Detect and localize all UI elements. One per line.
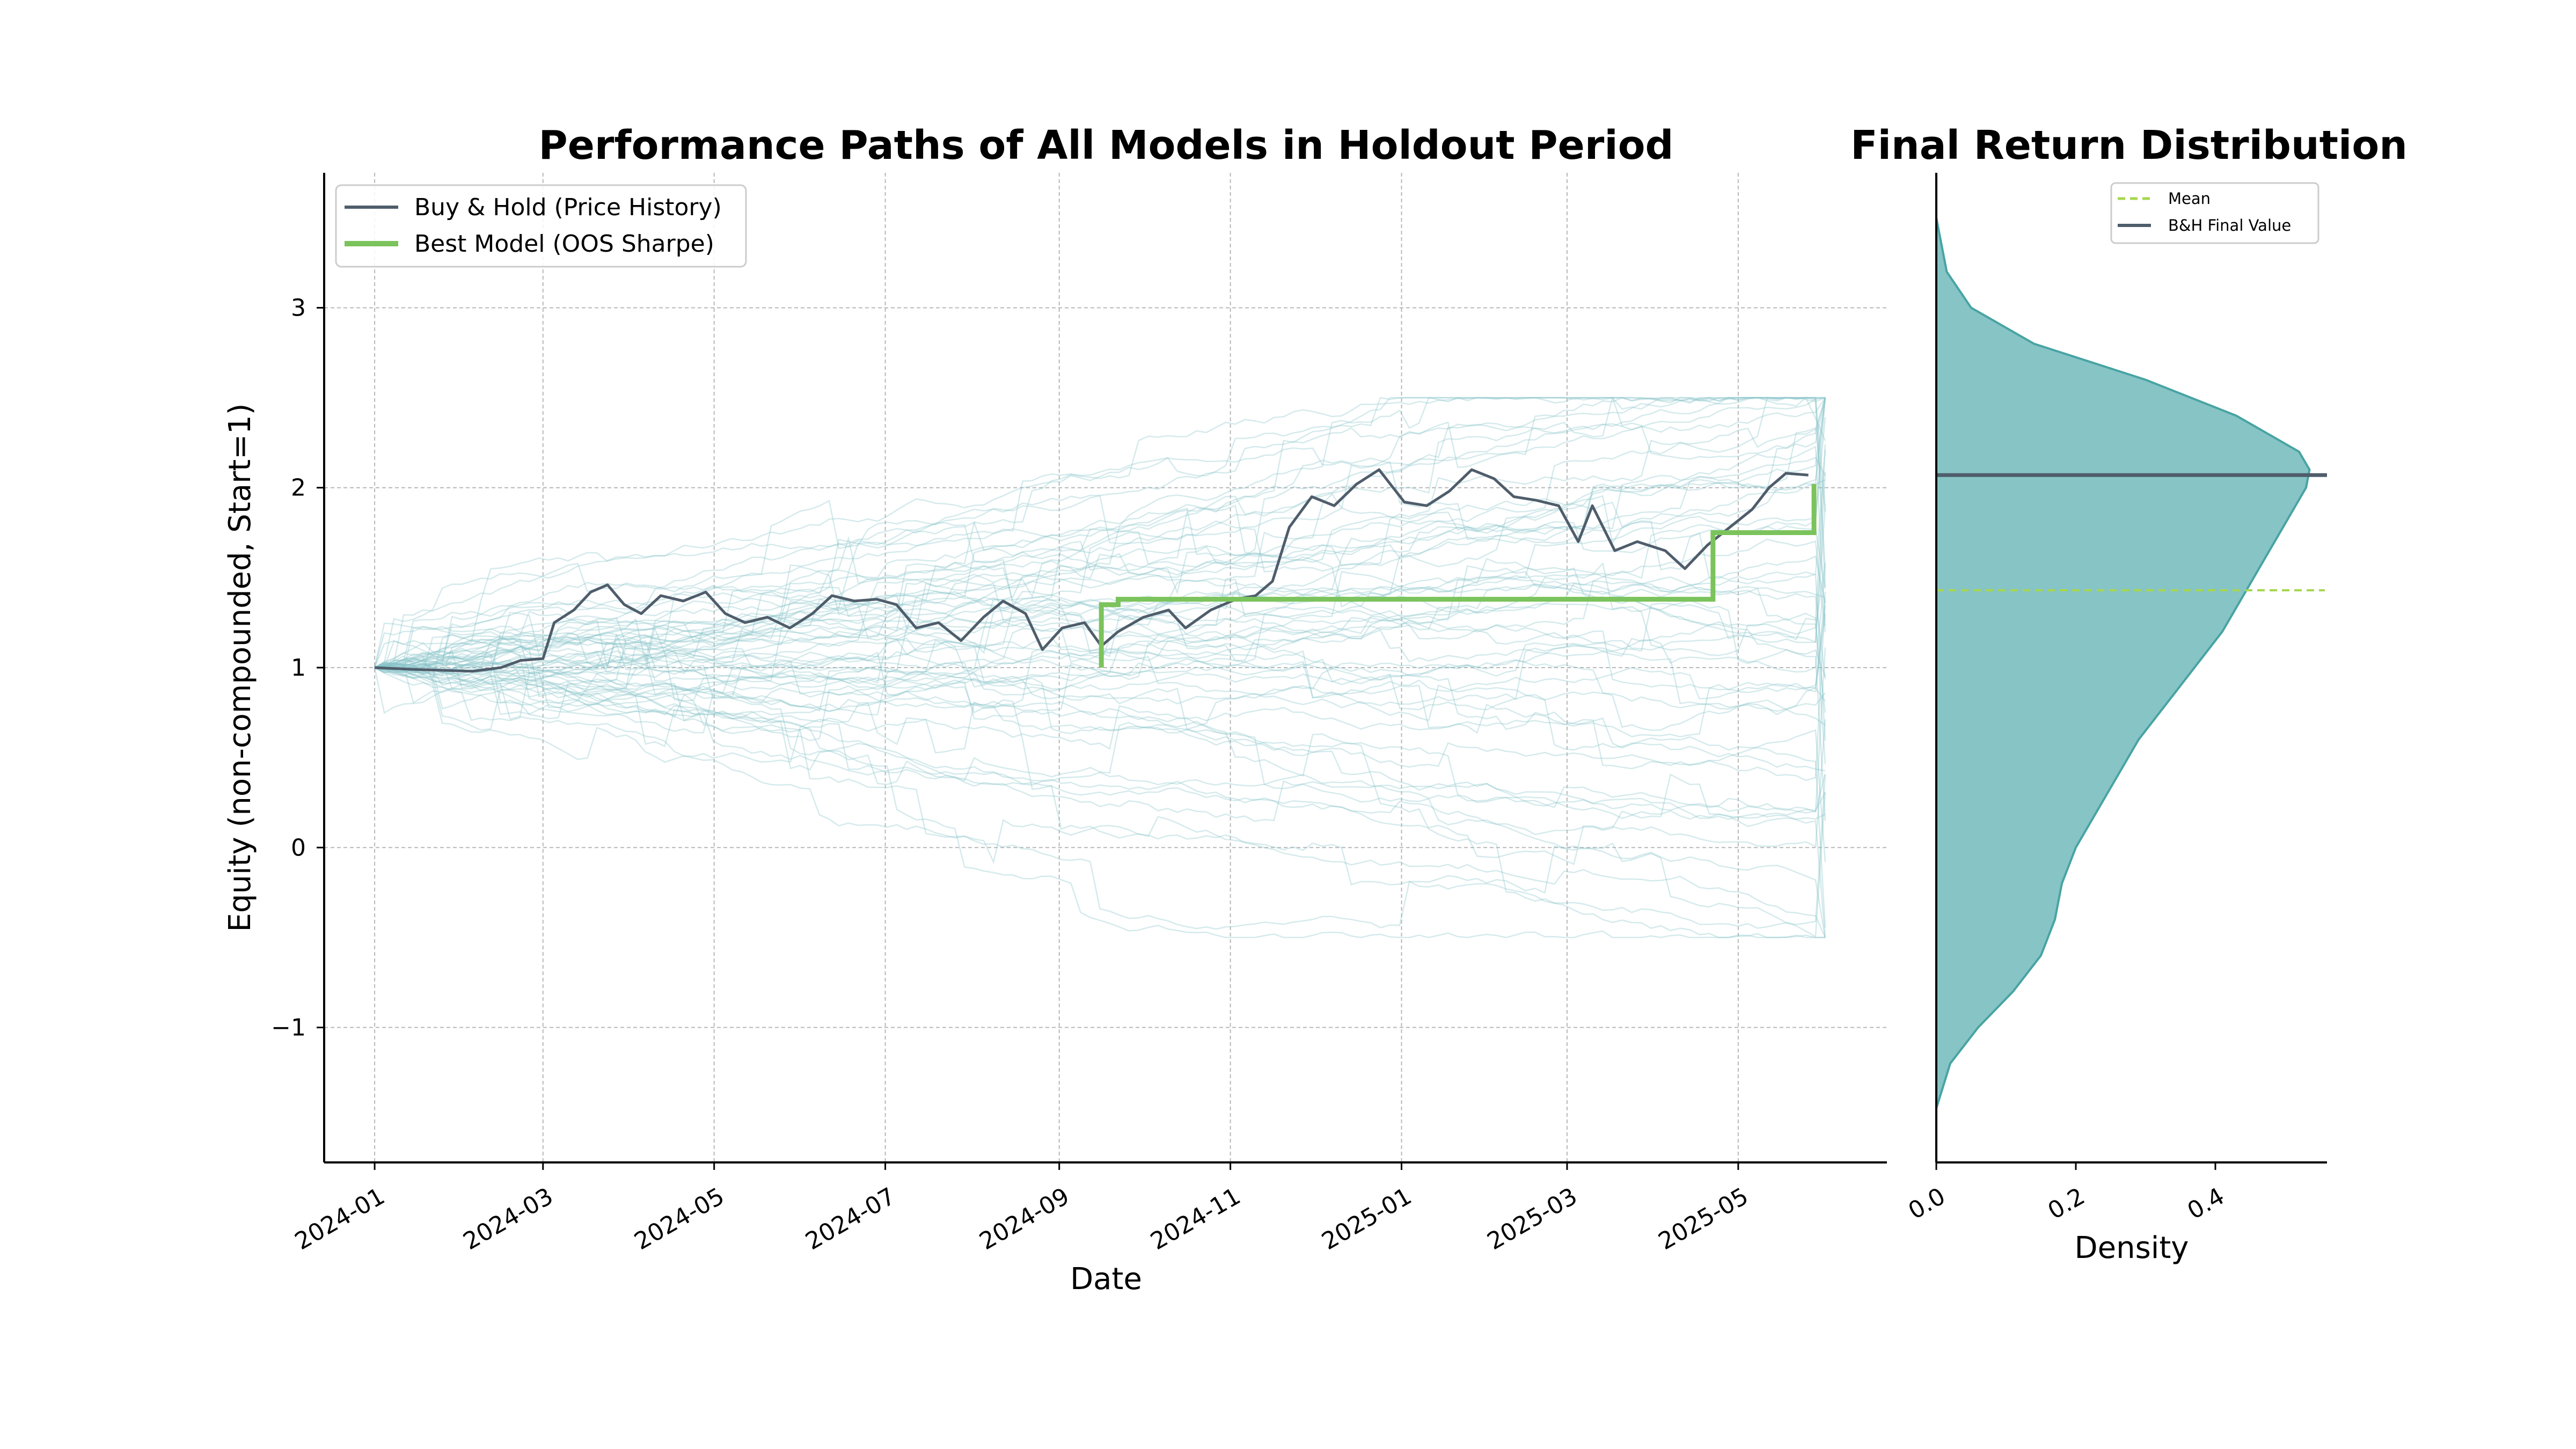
model-path	[374, 667, 1826, 925]
main-y-tick-label: 0	[291, 834, 306, 861]
main-x-tick-label: 2024-11	[1146, 1182, 1245, 1255]
series-best-model-line	[1099, 484, 1817, 668]
model-path	[374, 397, 1826, 669]
main-x-axis-label: Date	[1070, 1262, 1142, 1297]
density-x-ticks: 0.0 0.2 0.4	[1904, 1162, 2229, 1225]
main-y-tick-label: 2	[291, 474, 306, 502]
model-path	[374, 625, 1826, 726]
model-path	[374, 667, 1826, 822]
main-x-tick-label: 2025-01	[1317, 1182, 1416, 1255]
model-path	[374, 647, 1826, 813]
model-path	[374, 663, 1826, 865]
model-path	[374, 445, 1826, 714]
main-y-ticks: −1 0 1 2 3	[271, 294, 324, 1042]
density-area	[1935, 217, 2311, 1109]
model-path	[375, 397, 1826, 669]
model-path	[374, 444, 1826, 678]
model-path	[374, 397, 1825, 669]
model-path	[374, 397, 1826, 671]
main-y-tick-label: 1	[291, 654, 306, 682]
legend-label-bh-final: B&H Final Value	[2168, 216, 2291, 235]
model-path	[374, 667, 1826, 938]
model-path	[374, 397, 1826, 671]
density-legend: Mean B&H Final Value	[2110, 182, 2319, 244]
model-path	[374, 613, 1826, 700]
model-path	[374, 397, 1826, 669]
legend-label-best-model: Best Model (OOS Sharpe)	[414, 230, 714, 258]
model-path	[374, 664, 1826, 814]
density-legend-box	[2110, 182, 2319, 244]
model-path	[374, 397, 1826, 715]
model-path	[374, 665, 1825, 939]
density-x-tick-label: 0.4	[2183, 1182, 2229, 1225]
density-x-tick-label: 0.0	[1904, 1182, 1950, 1225]
model-path	[374, 397, 1826, 669]
model-path	[374, 397, 1826, 669]
main-chart-title: Performance Paths of All Models in Holdo…	[538, 122, 1673, 169]
main-y-tick-label: 3	[291, 294, 306, 321]
model-path	[374, 397, 1826, 669]
model-path	[374, 583, 1826, 722]
density-x-tick-label: 0.2	[2043, 1182, 2089, 1225]
main-x-tick-label: 2024-09	[975, 1182, 1074, 1255]
main-x-tick-label: 2024-01	[290, 1182, 390, 1255]
model-path	[375, 397, 1825, 669]
model-path	[375, 449, 1826, 670]
main-x-tick-label: 2025-03	[1483, 1182, 1582, 1255]
model-path	[374, 665, 1826, 938]
model-path	[374, 417, 1826, 669]
main-x-tick-label: 2024-03	[459, 1182, 558, 1255]
model-path	[374, 591, 1826, 693]
model-path	[375, 471, 1826, 730]
model-path	[374, 667, 1826, 836]
model-path	[374, 640, 1826, 928]
main-x-ticks: 2024-01 2024-03 2024-05 2024-07 2024-09 2024-…	[290, 1162, 1753, 1255]
density-plot	[1935, 217, 2327, 1109]
model-path	[374, 397, 1826, 669]
model-path	[374, 650, 1826, 938]
main-legend: Buy & Hold (Price History) Best Model (O…	[335, 184, 747, 268]
model-path	[375, 397, 1826, 689]
main-y-axis-label: Equity (non-compounded, Start=1)	[223, 404, 258, 932]
density-chart-title: Final Return Distribution	[1850, 122, 2407, 169]
main-x-tick-label: 2024-05	[630, 1182, 729, 1255]
model-path	[374, 397, 1826, 674]
main-y-tick-label: −1	[271, 1014, 306, 1042]
model-path	[375, 507, 1826, 715]
model-path	[374, 656, 1825, 939]
model-path	[374, 569, 1826, 686]
density-axes	[1935, 173, 2327, 1163]
density-x-axis-label: Density	[2075, 1231, 2189, 1265]
main-grid	[324, 173, 1887, 1162]
model-path	[374, 645, 1826, 712]
main-legend-box	[335, 184, 747, 268]
main-series	[374, 468, 1817, 673]
legend-label-buy-hold: Buy & Hold (Price History)	[414, 194, 722, 221]
legend-label-mean: Mean	[2168, 189, 2211, 208]
model-path	[374, 664, 1826, 938]
model-path	[374, 397, 1826, 704]
model-path	[374, 598, 1826, 781]
main-x-tick-label: 2025-05	[1654, 1182, 1753, 1255]
model-path	[374, 649, 1826, 731]
main-x-tick-label: 2024-07	[801, 1182, 900, 1255]
